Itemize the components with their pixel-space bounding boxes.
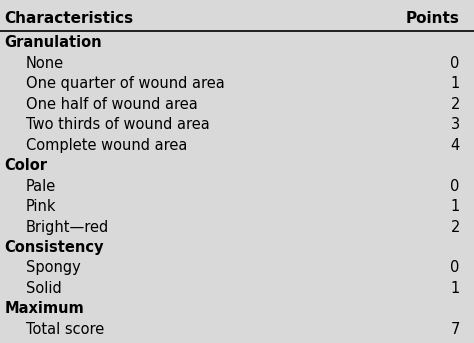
Text: Solid: Solid: [26, 281, 62, 296]
Text: 3: 3: [451, 117, 460, 132]
Text: 2: 2: [450, 220, 460, 235]
Text: Points: Points: [406, 11, 460, 25]
Text: One quarter of wound area: One quarter of wound area: [26, 76, 225, 91]
Text: None: None: [26, 56, 64, 71]
Text: Maximum: Maximum: [5, 301, 84, 316]
Text: 2: 2: [450, 97, 460, 112]
Text: Pink: Pink: [26, 199, 56, 214]
Text: Spongy: Spongy: [26, 260, 81, 275]
Text: 0: 0: [450, 56, 460, 71]
Text: Pale: Pale: [26, 179, 56, 193]
Text: Two thirds of wound area: Two thirds of wound area: [26, 117, 210, 132]
Text: Granulation: Granulation: [5, 35, 102, 50]
Text: 4: 4: [450, 138, 460, 153]
Text: 7: 7: [450, 322, 460, 337]
Text: 1: 1: [450, 281, 460, 296]
Text: Bright—red: Bright—red: [26, 220, 109, 235]
Text: Consistency: Consistency: [5, 240, 104, 255]
Text: 0: 0: [450, 179, 460, 193]
Text: 0: 0: [450, 260, 460, 275]
Text: Total score: Total score: [26, 322, 104, 337]
Text: One half of wound area: One half of wound area: [26, 97, 198, 112]
Text: 1: 1: [450, 199, 460, 214]
Text: Complete wound area: Complete wound area: [26, 138, 187, 153]
Text: Characteristics: Characteristics: [5, 11, 134, 25]
Text: 1: 1: [450, 76, 460, 91]
Text: Color: Color: [5, 158, 48, 173]
